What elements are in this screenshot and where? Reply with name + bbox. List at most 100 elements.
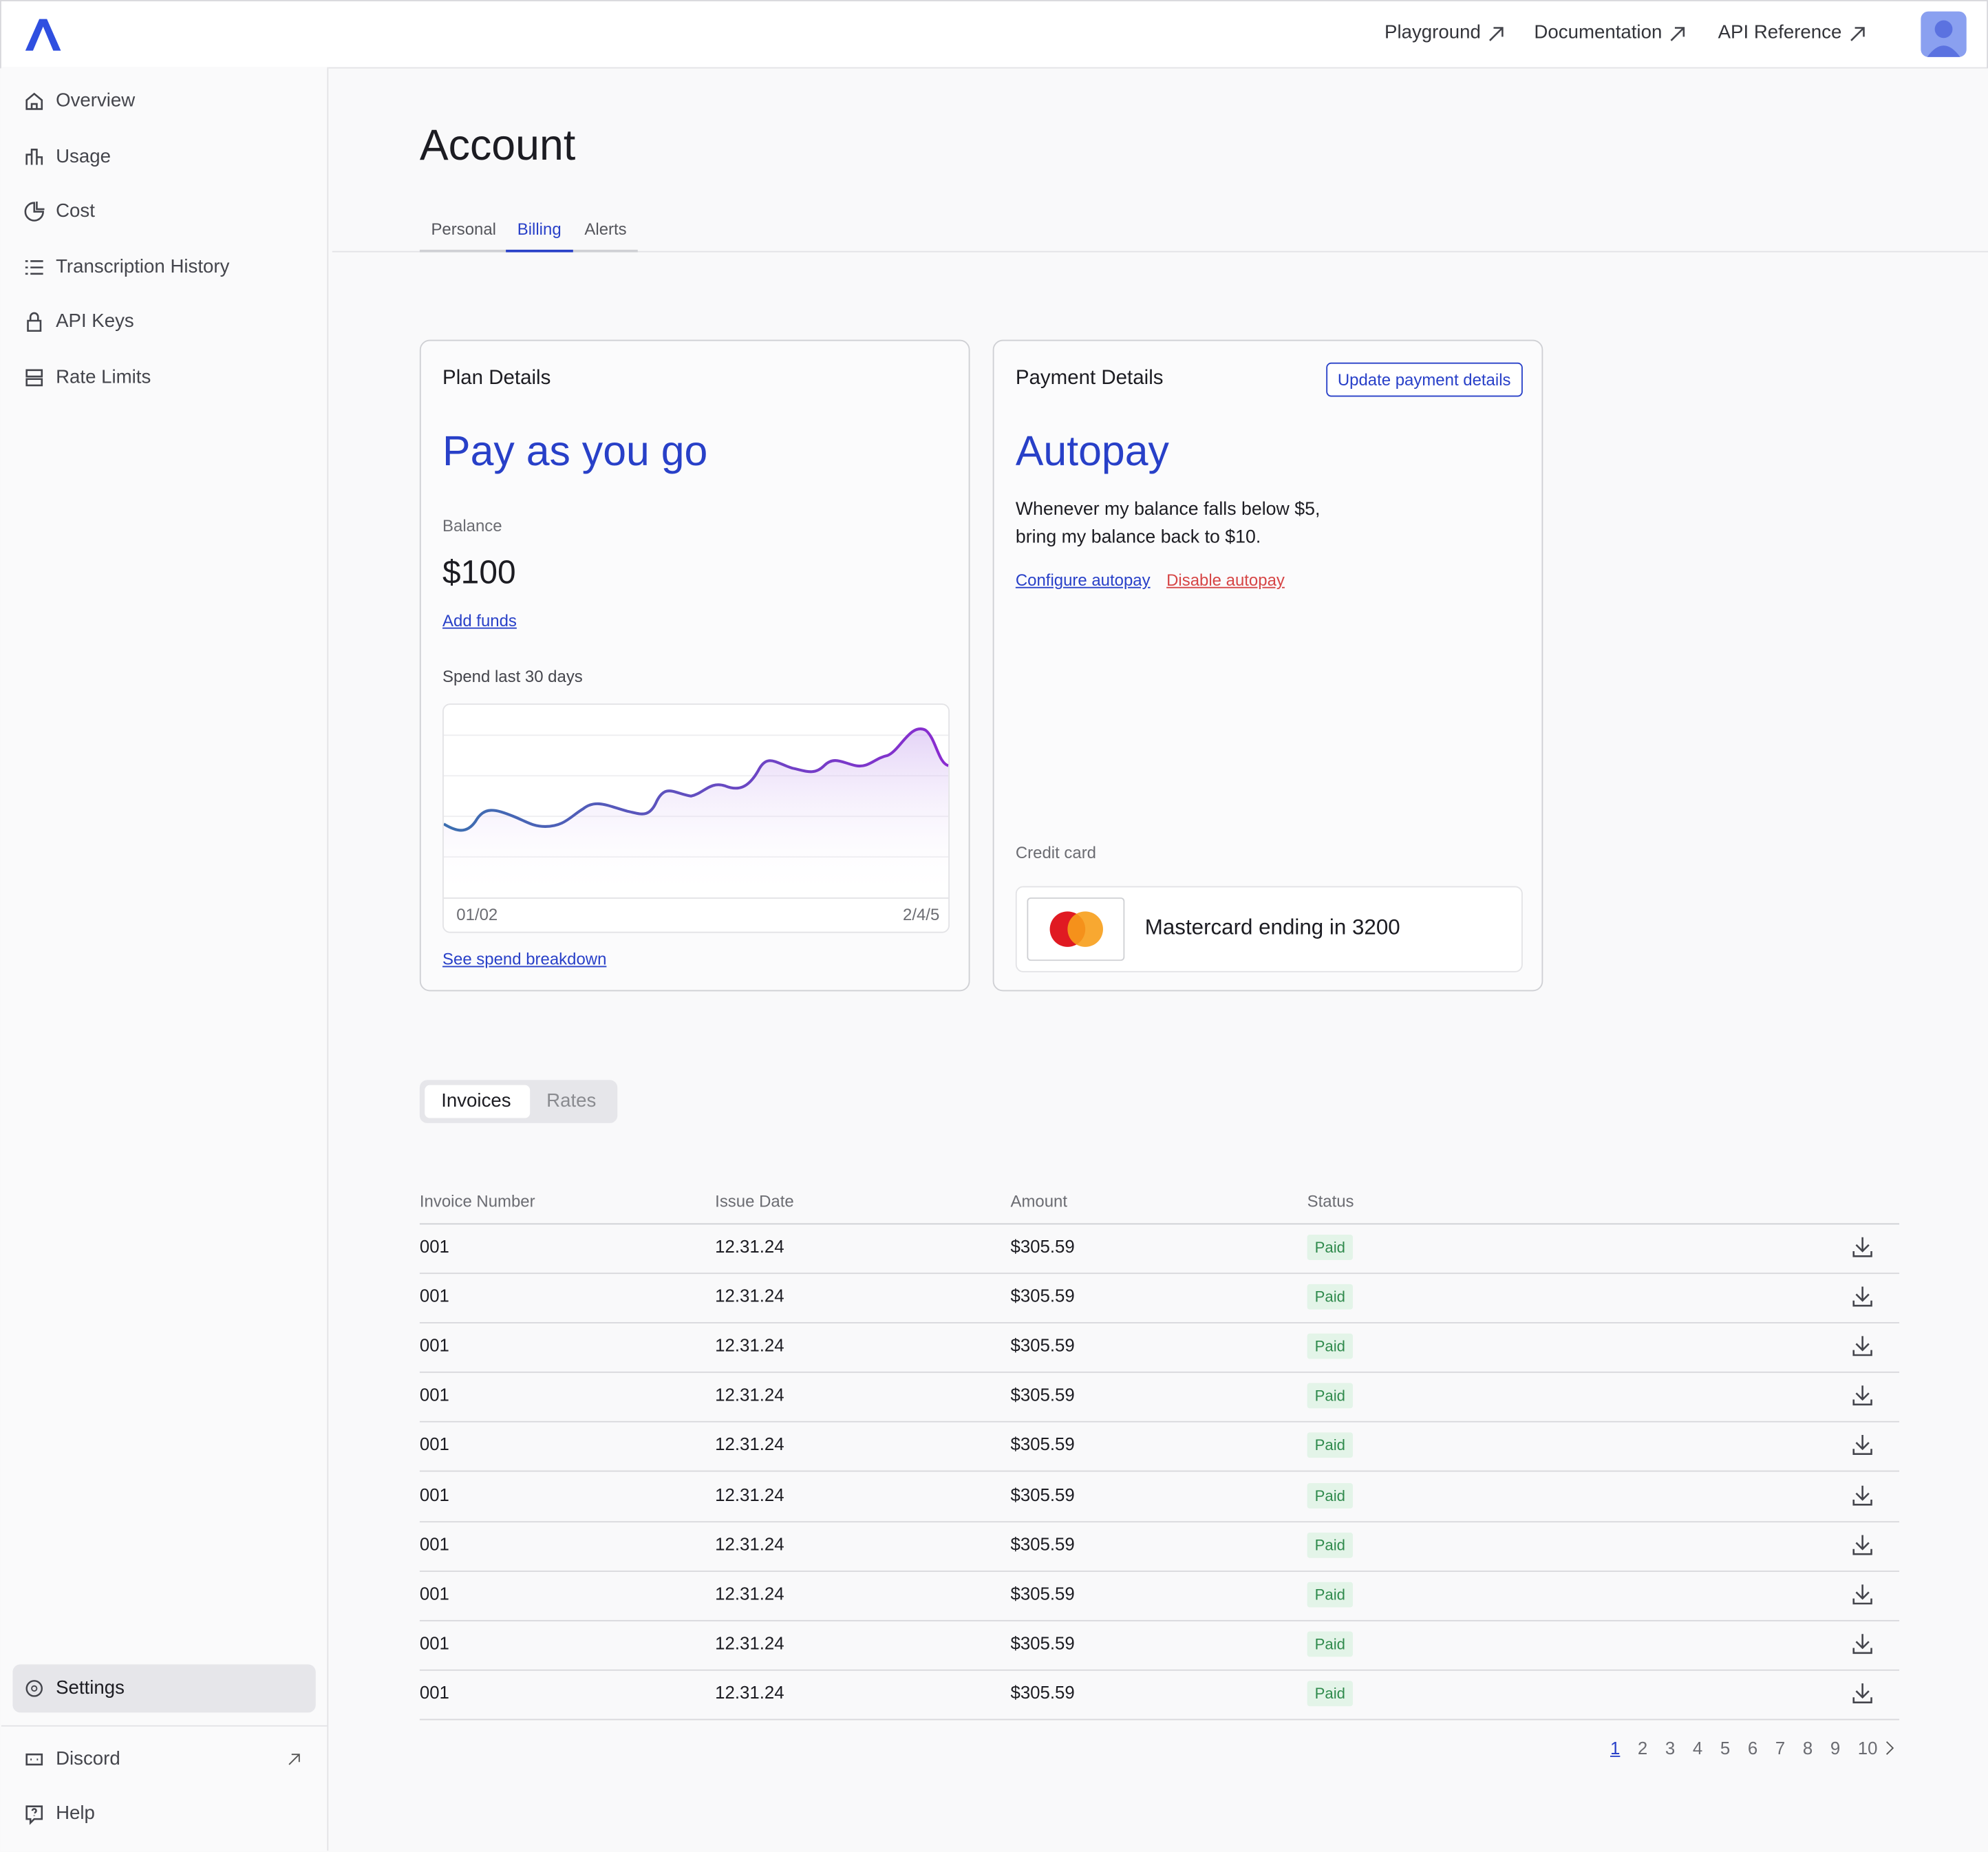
side-nav-item[interactable]: API Keys xyxy=(56,310,134,332)
tab[interactable]: Alerts xyxy=(584,219,627,239)
configure-link[interactable]: Configure autopay xyxy=(1015,570,1151,590)
cell: 001 xyxy=(419,1235,449,1257)
download-icon[interactable] xyxy=(1851,1334,1874,1363)
download-icon[interactable] xyxy=(1851,1284,1874,1313)
tab[interactable]: Personal xyxy=(431,219,496,239)
status-badge: Paid xyxy=(1307,1532,1354,1557)
page-number[interactable]: 2 xyxy=(1637,1738,1648,1758)
footer-icon xyxy=(23,1802,45,1831)
top-bar xyxy=(0,0,1988,69)
nav-link[interactable]: Documentation xyxy=(1534,21,1663,43)
page-title: Account xyxy=(419,121,576,170)
chart-axis xyxy=(443,897,949,899)
status-badge: Paid xyxy=(1307,1681,1354,1706)
download-icon[interactable] xyxy=(1851,1383,1874,1412)
cell: $305.59 xyxy=(1010,1434,1075,1455)
breakdown-link[interactable]: See spend breakdown xyxy=(442,949,607,969)
column-header: Amount xyxy=(1010,1191,1068,1211)
cell: $305.59 xyxy=(1010,1483,1075,1504)
row-line xyxy=(419,1421,1900,1423)
cell: 12.31.24 xyxy=(715,1384,784,1405)
nav-icon xyxy=(23,200,45,229)
add-funds[interactable]: Add funds xyxy=(442,610,517,630)
cell: 12.31.24 xyxy=(715,1582,784,1604)
column-header: Status xyxy=(1307,1191,1354,1211)
side-nav-item[interactable]: Overview xyxy=(56,89,136,112)
side-nav-item[interactable]: Rate Limits xyxy=(56,366,151,388)
status-badge: Paid xyxy=(1307,1582,1354,1607)
column-header: Invoice Number xyxy=(419,1191,535,1211)
footer-icon xyxy=(23,1748,45,1777)
avatar[interactable] xyxy=(1921,11,1967,57)
download-icon[interactable] xyxy=(1851,1235,1874,1264)
update-button[interactable]: Update payment details xyxy=(1326,362,1523,397)
external-icon xyxy=(288,1754,300,1765)
row-line xyxy=(419,1520,1900,1522)
status-badge: Paid xyxy=(1307,1334,1354,1359)
download-icon[interactable] xyxy=(1851,1582,1874,1610)
next-page[interactable] xyxy=(1883,1741,1895,1756)
disable-link[interactable]: Disable autopay xyxy=(1166,570,1285,590)
status-badge: Paid xyxy=(1307,1631,1354,1657)
cell: 001 xyxy=(419,1582,449,1604)
row-line xyxy=(419,1669,1900,1671)
side-footer-item[interactable]: Help xyxy=(56,1802,95,1824)
toggle-option[interactable]: Rates xyxy=(546,1090,597,1112)
page-number[interactable]: 7 xyxy=(1775,1738,1786,1758)
cell: 001 xyxy=(419,1533,449,1554)
page-number[interactable]: 4 xyxy=(1692,1738,1703,1758)
page-number[interactable]: 3 xyxy=(1665,1738,1676,1758)
page-number[interactable]: 8 xyxy=(1802,1738,1813,1758)
nav-icon xyxy=(23,256,45,285)
active-indicator xyxy=(506,249,573,253)
settings-item[interactable]: Settings xyxy=(12,1664,316,1713)
nav-link[interactable]: API Reference xyxy=(1718,21,1842,43)
tab-active[interactable]: Billing xyxy=(517,219,562,239)
external-icon xyxy=(1669,25,1687,50)
card-title: Payment Details xyxy=(1015,368,1164,390)
row-line xyxy=(419,1619,1900,1621)
cell: $305.59 xyxy=(1010,1334,1075,1356)
logo xyxy=(25,19,61,51)
side-nav-item[interactable]: Usage xyxy=(56,145,111,168)
nav-icon xyxy=(23,366,45,395)
cell: $305.59 xyxy=(1010,1681,1075,1703)
sidebar xyxy=(1,67,329,1851)
download-icon[interactable] xyxy=(1851,1482,1874,1511)
page-number[interactable]: 5 xyxy=(1720,1738,1731,1758)
cell: 001 xyxy=(419,1483,449,1504)
cell: 12.31.24 xyxy=(715,1235,784,1257)
payment-card: Payment Details Update payment details A… xyxy=(992,339,1543,992)
download-icon[interactable] xyxy=(1851,1532,1874,1561)
nav-link[interactable]: Playground xyxy=(1385,21,1481,43)
download-icon[interactable] xyxy=(1851,1433,1874,1462)
cell: $305.59 xyxy=(1010,1533,1075,1554)
cell: $305.59 xyxy=(1010,1285,1075,1306)
page-number[interactable]: 6 xyxy=(1747,1738,1758,1758)
card-text: Mastercard ending in 3200 xyxy=(1144,915,1400,939)
cell: 001 xyxy=(419,1434,449,1455)
side-footer-item[interactable]: Discord xyxy=(56,1747,120,1770)
plan-name: Pay as you go xyxy=(442,427,708,474)
status-badge: Paid xyxy=(1307,1383,1354,1409)
description-line: bring my balance back to $10. xyxy=(1015,527,1261,548)
download-icon[interactable] xyxy=(1851,1681,1874,1710)
tab-line xyxy=(332,251,1988,253)
cell: 001 xyxy=(419,1632,449,1653)
nav-icon xyxy=(23,310,45,339)
page-number[interactable]: 10 xyxy=(1857,1738,1878,1758)
spend-label: Spend last 30 days xyxy=(442,666,583,686)
cell: 12.31.24 xyxy=(715,1334,784,1356)
download-icon[interactable] xyxy=(1851,1631,1874,1660)
side-nav-item[interactable]: Transcription History xyxy=(56,256,230,278)
page-number[interactable]: 9 xyxy=(1830,1738,1841,1758)
status-badge: Paid xyxy=(1307,1235,1354,1260)
toggle-option[interactable]: Invoices xyxy=(441,1090,511,1112)
status-badge: Paid xyxy=(1307,1284,1354,1310)
description-line: Whenever my balance falls below $5, xyxy=(1015,499,1321,520)
settings-label: Settings xyxy=(56,1677,125,1699)
page-number[interactable]: 1 xyxy=(1610,1738,1621,1758)
balance: $100 xyxy=(442,553,516,591)
side-nav-item[interactable]: Cost xyxy=(56,200,95,222)
